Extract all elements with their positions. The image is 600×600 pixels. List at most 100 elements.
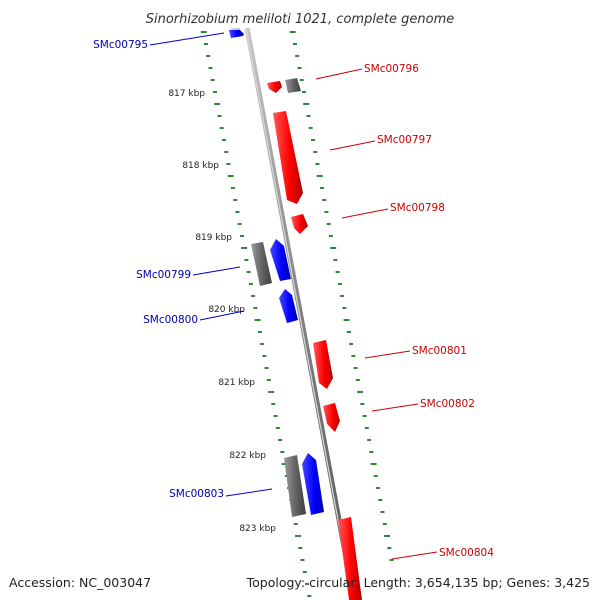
label-leaders bbox=[149, 32, 438, 560]
track-tick bbox=[357, 391, 364, 393]
track-tick bbox=[328, 235, 333, 237]
gene-feature[interactable] bbox=[229, 30, 244, 38]
track-tick bbox=[302, 91, 306, 93]
gene-label[interactable]: SMc00804 bbox=[439, 547, 494, 559]
track-tick bbox=[214, 103, 221, 105]
gene-label[interactable]: SMc00800 bbox=[143, 314, 198, 326]
track-tick bbox=[293, 43, 297, 45]
track-tick bbox=[254, 319, 261, 321]
track-tick bbox=[235, 211, 240, 213]
track-tick bbox=[278, 439, 283, 441]
track-tick bbox=[367, 439, 372, 441]
gene-feature[interactable] bbox=[284, 455, 306, 517]
track-tick bbox=[246, 271, 251, 273]
gene-feature[interactable] bbox=[229, 28, 240, 30]
track-tick bbox=[299, 79, 304, 81]
accession-text: Accession: NC_003047 bbox=[9, 575, 152, 590]
gene-feature[interactable] bbox=[313, 340, 333, 389]
track-tick bbox=[293, 523, 298, 525]
track-tick bbox=[308, 127, 313, 129]
gene-feature[interactable] bbox=[251, 242, 272, 286]
track-tick bbox=[226, 163, 231, 165]
track-tick bbox=[217, 115, 222, 117]
gene-feature[interactable] bbox=[302, 453, 324, 515]
track-tick bbox=[313, 151, 318, 153]
track-tick bbox=[364, 427, 369, 429]
gene-feature[interactable] bbox=[267, 81, 282, 93]
track-tick bbox=[204, 43, 208, 45]
track-tick bbox=[275, 427, 280, 429]
kbp-label: 822 kbp bbox=[229, 451, 266, 461]
gene-label[interactable]: SMc00803 bbox=[169, 488, 224, 500]
track-tick bbox=[253, 307, 258, 309]
track-tick bbox=[353, 367, 358, 369]
track-tick bbox=[389, 559, 394, 561]
gene-feature[interactable] bbox=[279, 289, 298, 323]
track-tick bbox=[384, 535, 390, 537]
gene-feature[interactable] bbox=[270, 239, 291, 281]
track-tick bbox=[303, 103, 310, 105]
track-tick bbox=[281, 463, 288, 465]
track-tick bbox=[349, 343, 354, 345]
track-tick bbox=[376, 487, 380, 489]
track-tick bbox=[324, 211, 329, 213]
track-tick bbox=[337, 283, 342, 285]
track-tick bbox=[355, 379, 360, 381]
gene-label[interactable]: SMc00802 bbox=[420, 398, 475, 410]
track-tick bbox=[387, 547, 392, 549]
track-tick bbox=[222, 139, 226, 141]
kbp-label: 823 kbp bbox=[239, 524, 276, 534]
track-tick bbox=[213, 91, 217, 93]
kbp-label: 819 kbp bbox=[195, 233, 232, 243]
gene-label[interactable]: SMc00798 bbox=[390, 202, 445, 214]
kbp-ruler: 817 kbp 818 kbp 819 kbp 820 kbp 821 kbp … bbox=[168, 89, 276, 534]
gene-feature[interactable] bbox=[323, 403, 340, 432]
track-tick bbox=[333, 259, 338, 261]
track-tick bbox=[369, 451, 374, 453]
track-tick bbox=[307, 595, 312, 597]
track-tick bbox=[248, 283, 253, 285]
track-tick bbox=[295, 55, 300, 57]
gene-label[interactable]: SMc00801 bbox=[412, 345, 467, 357]
track-tick bbox=[316, 175, 323, 177]
track-tick bbox=[342, 307, 347, 309]
track-tick bbox=[322, 199, 327, 201]
gene-feature[interactable] bbox=[338, 517, 362, 600]
gene-feature[interactable] bbox=[291, 214, 308, 234]
track-tick bbox=[257, 331, 262, 333]
track-tick bbox=[208, 67, 213, 69]
track-tick bbox=[239, 235, 244, 237]
track-tick bbox=[326, 223, 331, 225]
track-tick bbox=[370, 463, 377, 465]
track-tick bbox=[360, 403, 365, 405]
track-tick bbox=[273, 415, 278, 417]
gene-label[interactable]: SMc00795 bbox=[93, 39, 148, 51]
track-tick bbox=[268, 391, 275, 393]
gene-feature[interactable] bbox=[273, 111, 303, 204]
track-tick bbox=[227, 175, 234, 177]
genome-backbone bbox=[244, 27, 357, 600]
gene-label[interactable]: SMc00796 bbox=[364, 63, 419, 75]
track-tick bbox=[319, 187, 324, 189]
kbp-label: 817 kbp bbox=[168, 89, 205, 99]
gene-feature[interactable] bbox=[285, 78, 301, 93]
track-tick bbox=[351, 355, 356, 357]
track-tick bbox=[346, 331, 351, 333]
track-tick bbox=[280, 451, 285, 453]
track-tick bbox=[260, 343, 265, 345]
track-tick bbox=[233, 199, 238, 201]
track-tick bbox=[206, 55, 211, 57]
track-tick bbox=[271, 403, 276, 405]
gene-label[interactable]: SMc00799 bbox=[136, 269, 191, 281]
track-tick bbox=[262, 355, 267, 357]
gene-label[interactable]: SMc00797 bbox=[377, 134, 432, 146]
track-tick bbox=[297, 67, 302, 69]
track-tick bbox=[340, 295, 345, 297]
track-tick bbox=[295, 535, 301, 537]
track-tick bbox=[244, 259, 249, 261]
track-tick bbox=[343, 319, 350, 321]
track-tick bbox=[200, 31, 207, 33]
track-tick bbox=[266, 379, 271, 381]
track-tick bbox=[315, 163, 320, 165]
